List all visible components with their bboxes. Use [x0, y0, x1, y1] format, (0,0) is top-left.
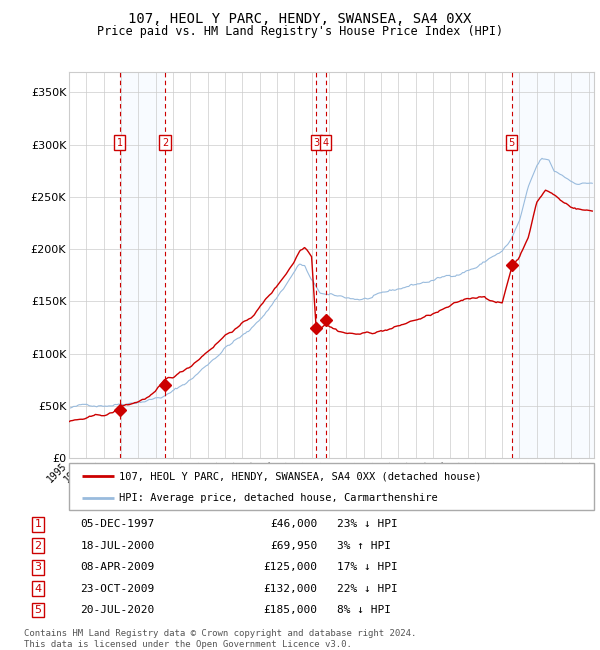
- Text: 05-DEC-1997: 05-DEC-1997: [80, 519, 155, 529]
- Text: 5: 5: [35, 605, 41, 615]
- Text: 8% ↓ HPI: 8% ↓ HPI: [337, 605, 391, 615]
- Text: 3: 3: [313, 138, 319, 148]
- Text: 4: 4: [323, 138, 329, 148]
- Text: Price paid vs. HM Land Registry's House Price Index (HPI): Price paid vs. HM Land Registry's House …: [97, 25, 503, 38]
- FancyBboxPatch shape: [69, 463, 594, 510]
- Bar: [316, 72, 326, 458]
- Text: £125,000: £125,000: [263, 562, 317, 572]
- Text: 18-JUL-2000: 18-JUL-2000: [80, 541, 155, 551]
- Text: £132,000: £132,000: [263, 584, 317, 593]
- Text: 3% ↑ HPI: 3% ↑ HPI: [337, 541, 391, 551]
- Text: 2: 2: [162, 138, 168, 148]
- Text: Contains HM Land Registry data © Crown copyright and database right 2024.
This d: Contains HM Land Registry data © Crown c…: [24, 629, 416, 649]
- Text: 107, HEOL Y PARC, HENDY, SWANSEA, SA4 0XX: 107, HEOL Y PARC, HENDY, SWANSEA, SA4 0X…: [128, 12, 472, 26]
- Text: 4: 4: [35, 584, 41, 593]
- Text: 23% ↓ HPI: 23% ↓ HPI: [337, 519, 398, 529]
- Bar: [119, 72, 165, 458]
- Bar: [512, 72, 594, 458]
- Text: 2: 2: [35, 541, 41, 551]
- Text: 107, HEOL Y PARC, HENDY, SWANSEA, SA4 0XX (detached house): 107, HEOL Y PARC, HENDY, SWANSEA, SA4 0X…: [119, 471, 481, 481]
- Text: £185,000: £185,000: [263, 605, 317, 615]
- Text: 3: 3: [35, 562, 41, 572]
- Text: £46,000: £46,000: [270, 519, 317, 529]
- Text: 5: 5: [509, 138, 515, 148]
- Text: £69,950: £69,950: [270, 541, 317, 551]
- Text: 17% ↓ HPI: 17% ↓ HPI: [337, 562, 398, 572]
- Text: 08-APR-2009: 08-APR-2009: [80, 562, 155, 572]
- Text: 23-OCT-2009: 23-OCT-2009: [80, 584, 155, 593]
- Text: 1: 1: [35, 519, 41, 529]
- Text: 20-JUL-2020: 20-JUL-2020: [80, 605, 155, 615]
- Text: 1: 1: [116, 138, 122, 148]
- Text: HPI: Average price, detached house, Carmarthenshire: HPI: Average price, detached house, Carm…: [119, 493, 437, 502]
- Text: 22% ↓ HPI: 22% ↓ HPI: [337, 584, 398, 593]
